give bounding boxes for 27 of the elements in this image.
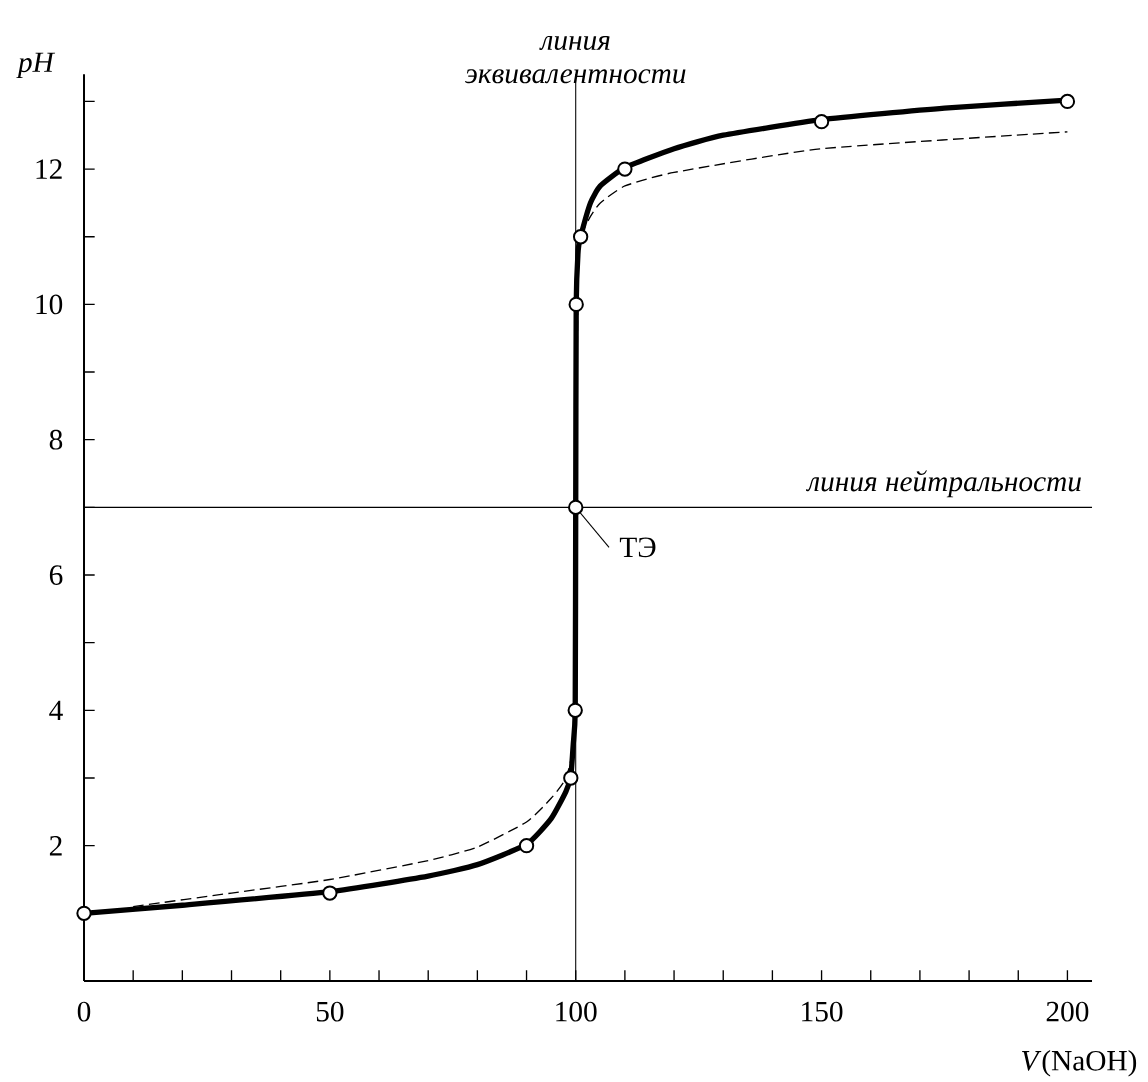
- x-axis-title: V(NaOH): [1022, 1049, 1137, 1077]
- y-tick-label: 8: [49, 429, 63, 450]
- x-tick-label: 0: [77, 1001, 91, 1022]
- point: [322, 885, 338, 901]
- point: [617, 161, 633, 177]
- point: [568, 499, 584, 516]
- y-tick-label: 2: [49, 835, 62, 856]
- ref-line-label: линия нейтральности: [805, 470, 1081, 498]
- annotation: ТЭ: [619, 537, 656, 558]
- x-tick-label: 50: [316, 1001, 344, 1022]
- x-tick-label: 150: [802, 1001, 843, 1022]
- y-tick-label: 4: [49, 700, 63, 721]
- point: [563, 770, 579, 786]
- point: [518, 838, 535, 854]
- x-tick-label: 200: [1046, 1001, 1089, 1022]
- point: [813, 114, 830, 130]
- point: [568, 296, 584, 313]
- point: [1059, 93, 1076, 110]
- point: [76, 905, 92, 922]
- y-tick-label: 12: [36, 159, 62, 179]
- point: [567, 702, 583, 719]
- point: [572, 229, 589, 245]
- y-axis-title: pH: [16, 52, 56, 79]
- x-tick-label: 100: [556, 1001, 597, 1022]
- y-tick-label: 10: [36, 294, 63, 315]
- y-tick-label: 6: [49, 565, 63, 585]
- ref-line-label: линия эквивалентности: [464, 35, 686, 84]
